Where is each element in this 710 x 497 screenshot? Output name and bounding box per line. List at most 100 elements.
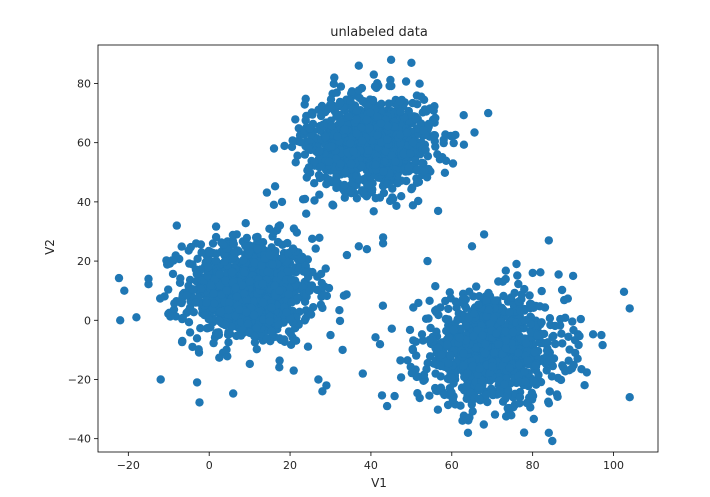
scatter-point <box>362 115 372 125</box>
scatter-point <box>258 279 267 289</box>
scatter-point <box>625 393 634 402</box>
scatter-point <box>326 330 335 340</box>
scatter-point <box>432 327 441 336</box>
scatter-point <box>499 291 508 301</box>
scatter-point <box>192 269 201 279</box>
scatter-point <box>392 201 401 210</box>
scatter-point <box>494 340 503 349</box>
scatter-point <box>308 234 317 243</box>
scatter-point <box>521 339 531 348</box>
scatter-point <box>425 335 434 345</box>
scatter-point <box>250 338 260 347</box>
scatter-point <box>505 363 514 373</box>
scatter-point <box>383 135 392 144</box>
scatter-point <box>625 304 634 313</box>
scatter-point <box>287 298 297 307</box>
scatter-point <box>390 391 399 401</box>
scatter-point <box>242 233 252 243</box>
scatter-point <box>336 82 346 91</box>
scatter-point <box>444 315 453 324</box>
scatter-point <box>202 298 211 307</box>
scatter-point <box>206 281 216 290</box>
scatter-point <box>421 145 430 155</box>
scatter-point <box>304 144 313 153</box>
scatter-point <box>436 303 445 312</box>
scatter-point <box>444 359 453 368</box>
scatter-point <box>430 131 440 140</box>
scatter-points <box>114 55 634 446</box>
scatter-point <box>243 319 253 328</box>
y-tick-label: 80 <box>77 77 91 90</box>
scatter-point <box>315 147 324 156</box>
scatter-point <box>204 263 213 272</box>
scatter-point <box>296 138 305 147</box>
scatter-point <box>407 185 416 194</box>
scatter-point <box>440 168 450 177</box>
scatter-point <box>163 260 172 269</box>
scatter-point <box>300 194 310 204</box>
scatter-point <box>342 250 352 260</box>
scatter-point <box>231 283 240 293</box>
scatter-point <box>327 104 336 113</box>
scatter-point <box>470 128 479 137</box>
scatter-point <box>332 88 341 97</box>
scatter-point <box>381 147 390 156</box>
scatter-point <box>267 303 276 312</box>
scatter-point <box>315 233 324 242</box>
scatter-point <box>251 233 261 242</box>
scatter-point <box>188 285 198 294</box>
scatter-point <box>172 221 181 230</box>
scatter-point <box>235 305 244 314</box>
x-tick-label: 80 <box>526 459 540 472</box>
scatter-point <box>490 348 499 357</box>
scatter-point <box>328 200 337 209</box>
scatter-point <box>275 363 284 372</box>
scatter-point <box>352 106 362 115</box>
scatter-point <box>275 334 284 343</box>
scatter-point <box>447 388 456 397</box>
scatter-point <box>346 139 355 148</box>
scatter-point <box>406 362 415 372</box>
scatter-point <box>516 307 525 316</box>
scatter-point <box>219 240 228 249</box>
scatter-point <box>517 295 526 304</box>
scatter-point <box>377 99 386 109</box>
scatter-point <box>396 373 406 382</box>
scatter-point <box>291 336 301 345</box>
scatter-point <box>459 349 468 358</box>
y-tick-label: −40 <box>68 433 91 446</box>
scatter-point <box>580 381 589 390</box>
scatter-point <box>531 361 540 370</box>
scatter-point <box>598 340 607 350</box>
scatter-point <box>501 344 511 353</box>
scatter-point <box>364 123 374 133</box>
scatter-point <box>369 207 378 216</box>
scatter-point <box>365 108 375 117</box>
scatter-point <box>245 359 254 369</box>
scatter-point <box>232 292 242 301</box>
scatter-point <box>419 126 428 135</box>
scatter-point <box>176 298 185 307</box>
scatter-point <box>237 281 247 290</box>
scatter-point <box>408 345 418 355</box>
scatter-point <box>383 179 392 189</box>
scatter-point <box>415 79 424 88</box>
scatter-point <box>484 288 493 298</box>
scatter-point <box>520 316 530 325</box>
scatter-point <box>619 287 629 296</box>
scatter-point <box>386 55 396 64</box>
scatter-point <box>469 331 478 341</box>
scatter-point <box>523 356 532 365</box>
scatter-point <box>196 324 205 333</box>
scatter-point <box>331 177 340 186</box>
scatter-point <box>357 136 367 145</box>
scatter-point <box>288 136 297 145</box>
scatter-point <box>514 348 523 358</box>
scatter-point <box>405 325 415 335</box>
scatter-point <box>492 329 501 338</box>
scatter-point <box>321 132 330 142</box>
scatter-point <box>197 248 206 257</box>
scatter-point <box>474 383 484 392</box>
scatter-point <box>222 345 231 354</box>
scatter-point <box>444 333 454 342</box>
